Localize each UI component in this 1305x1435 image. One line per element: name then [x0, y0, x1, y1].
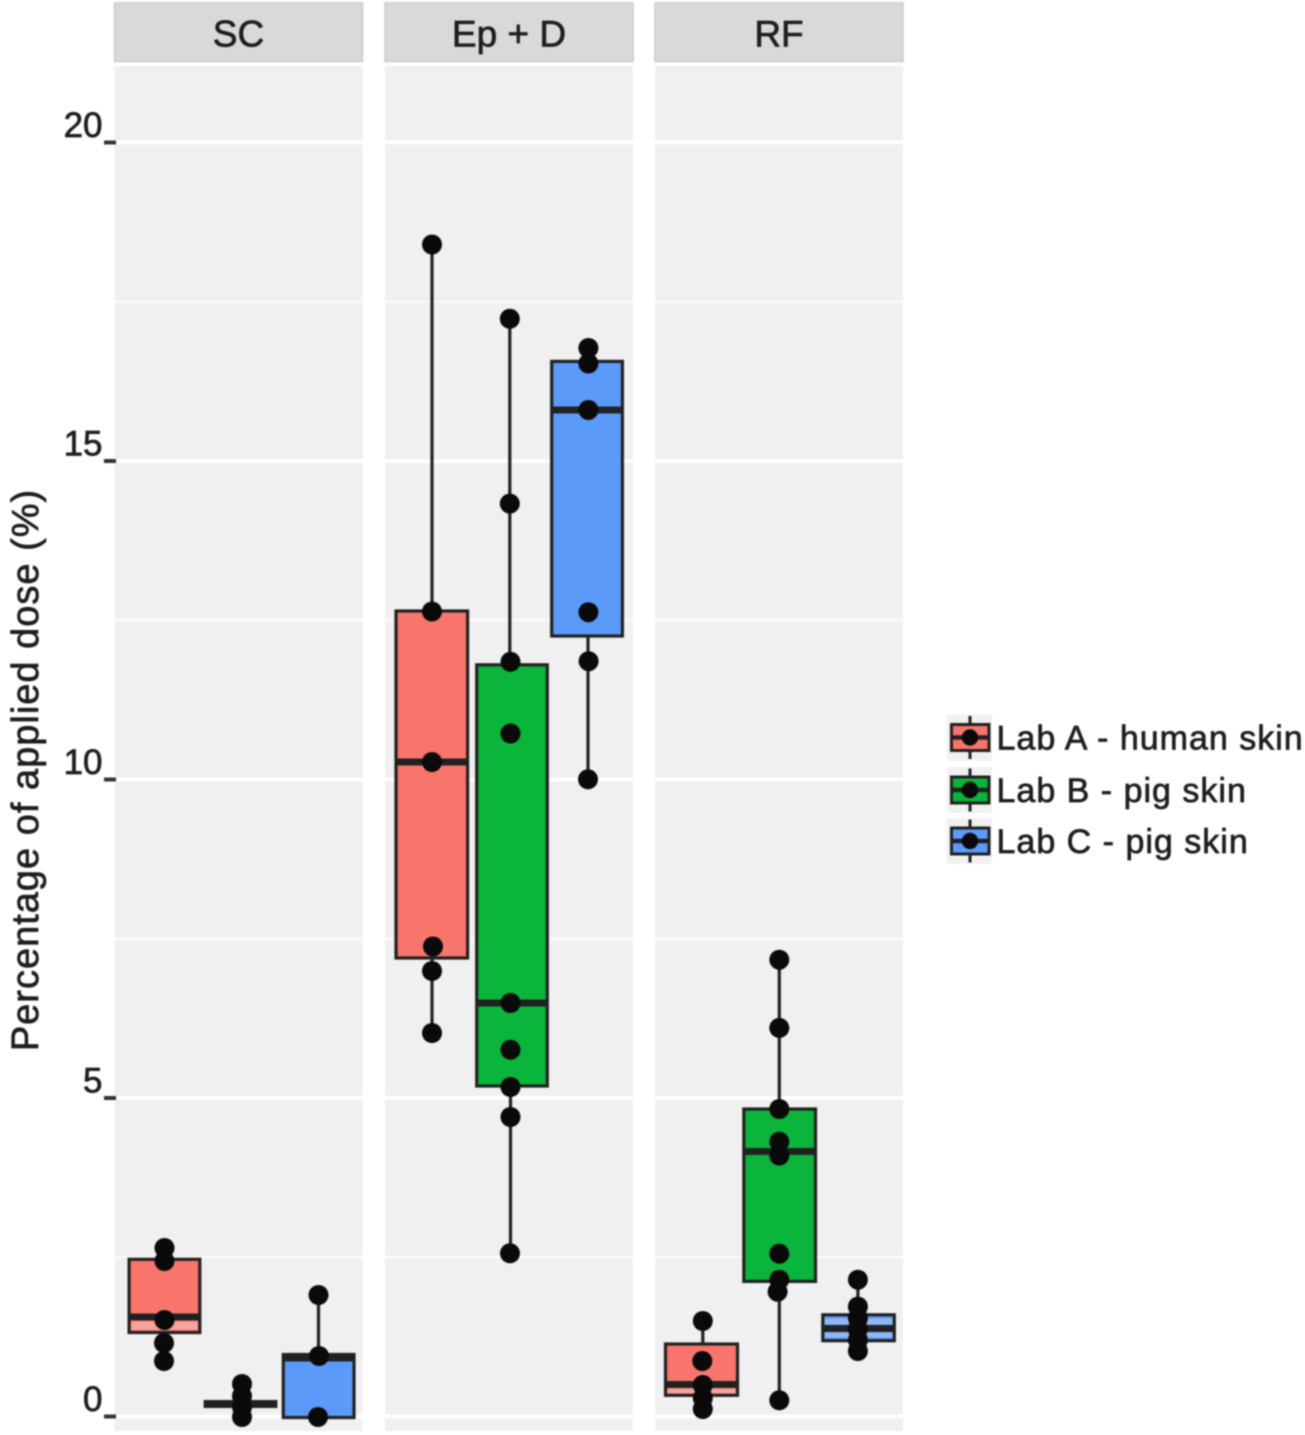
svg-text:Lab B - pig skin: Lab B - pig skin [997, 772, 1247, 810]
svg-text:Lab C - pig skin: Lab C - pig skin [997, 823, 1249, 861]
svg-text:0: 0 [83, 1380, 102, 1419]
svg-text:Lab A - human skin: Lab A - human skin [997, 720, 1304, 758]
svg-text:Ep + D: Ep + D [452, 14, 566, 55]
svg-text:20: 20 [64, 106, 103, 145]
svg-text:Percentage of applied dose (%): Percentage of applied dose (%) [5, 489, 47, 1051]
svg-text:RF: RF [754, 14, 803, 55]
svg-text:SC: SC [213, 14, 264, 55]
svg-text:10: 10 [64, 743, 103, 782]
svg-text:15: 15 [64, 425, 103, 464]
svg-text:5: 5 [83, 1062, 102, 1101]
